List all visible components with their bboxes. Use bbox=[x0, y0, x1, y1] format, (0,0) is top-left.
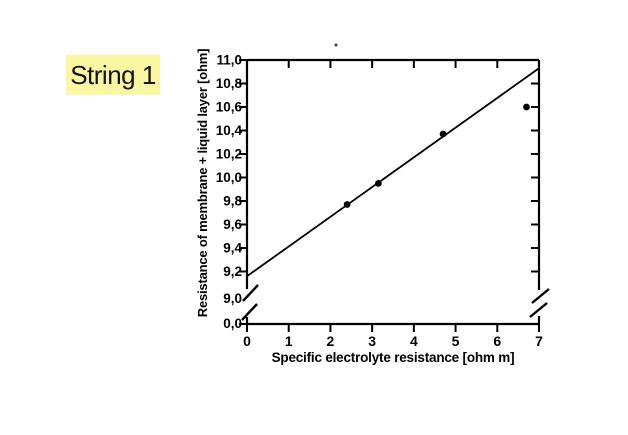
y-tick-label: 10,8 bbox=[216, 76, 243, 91]
y-tick-label-break: 9,0 bbox=[223, 291, 242, 306]
y-tick-label: 9,6 bbox=[223, 217, 242, 232]
axis-break-slash bbox=[531, 288, 550, 304]
axis-break-slash bbox=[241, 303, 258, 321]
data-point bbox=[439, 130, 447, 138]
x-tick-label: 5 bbox=[452, 333, 460, 349]
y-tick-label: 9,4 bbox=[223, 241, 242, 256]
scan-speck bbox=[334, 43, 338, 47]
y-tick-label-origin: 0,0 bbox=[223, 316, 242, 331]
axis-break-slash bbox=[529, 302, 548, 318]
x-tick-label: 2 bbox=[327, 333, 335, 349]
fit-line bbox=[246, 67, 540, 277]
series-highlight-label: String 1 bbox=[66, 55, 160, 95]
y-tick-label: 9,2 bbox=[223, 264, 242, 279]
y-tick-label: 10,0 bbox=[216, 170, 242, 185]
y-tick-label: 10,4 bbox=[216, 123, 243, 138]
x-tick-label: 1 bbox=[285, 333, 293, 349]
x-tick-label: 0 bbox=[243, 333, 251, 349]
x-tick-label: 7 bbox=[535, 333, 543, 349]
data-point bbox=[375, 179, 382, 187]
x-tick-label: 6 bbox=[493, 333, 501, 349]
axis-break-slash bbox=[242, 284, 259, 302]
y-tick-label: 10,6 bbox=[216, 100, 243, 115]
x-axis-title: Specific electrolyte resistance [ohm m] bbox=[271, 350, 515, 365]
x-tick-label: 3 bbox=[368, 333, 376, 349]
y-tick-label: 11,0 bbox=[216, 53, 242, 68]
x-tick-label: 4 bbox=[410, 333, 418, 349]
data-point bbox=[523, 103, 530, 111]
y-tick-label: 9,8 bbox=[223, 194, 242, 209]
data-point bbox=[343, 201, 351, 208]
y-tick-label: 10,2 bbox=[216, 147, 242, 162]
